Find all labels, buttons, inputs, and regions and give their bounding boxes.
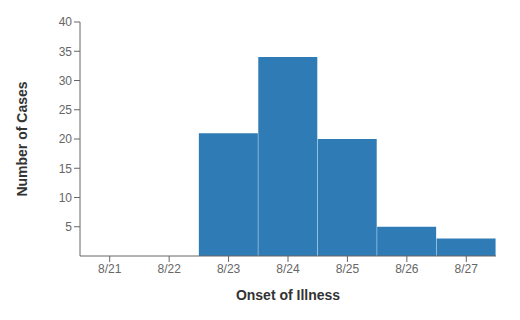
svg-text:15: 15 — [59, 162, 73, 176]
svg-text:8/27: 8/27 — [455, 262, 479, 276]
svg-text:5: 5 — [65, 220, 72, 234]
svg-text:30: 30 — [59, 74, 73, 88]
svg-text:8/21: 8/21 — [98, 262, 122, 276]
svg-text:8/22: 8/22 — [157, 262, 181, 276]
svg-text:Onset of Illness: Onset of Illness — [236, 287, 340, 303]
svg-text:40: 40 — [59, 15, 73, 29]
svg-text:20: 20 — [59, 132, 73, 146]
svg-text:35: 35 — [59, 45, 73, 59]
svg-text:8/24: 8/24 — [276, 262, 300, 276]
svg-text:Number of Cases: Number of Cases — [14, 81, 30, 196]
svg-text:8/23: 8/23 — [217, 262, 241, 276]
svg-text:8/26: 8/26 — [395, 262, 419, 276]
svg-text:10: 10 — [59, 191, 73, 205]
svg-text:25: 25 — [59, 103, 73, 117]
svg-text:8/25: 8/25 — [336, 262, 360, 276]
